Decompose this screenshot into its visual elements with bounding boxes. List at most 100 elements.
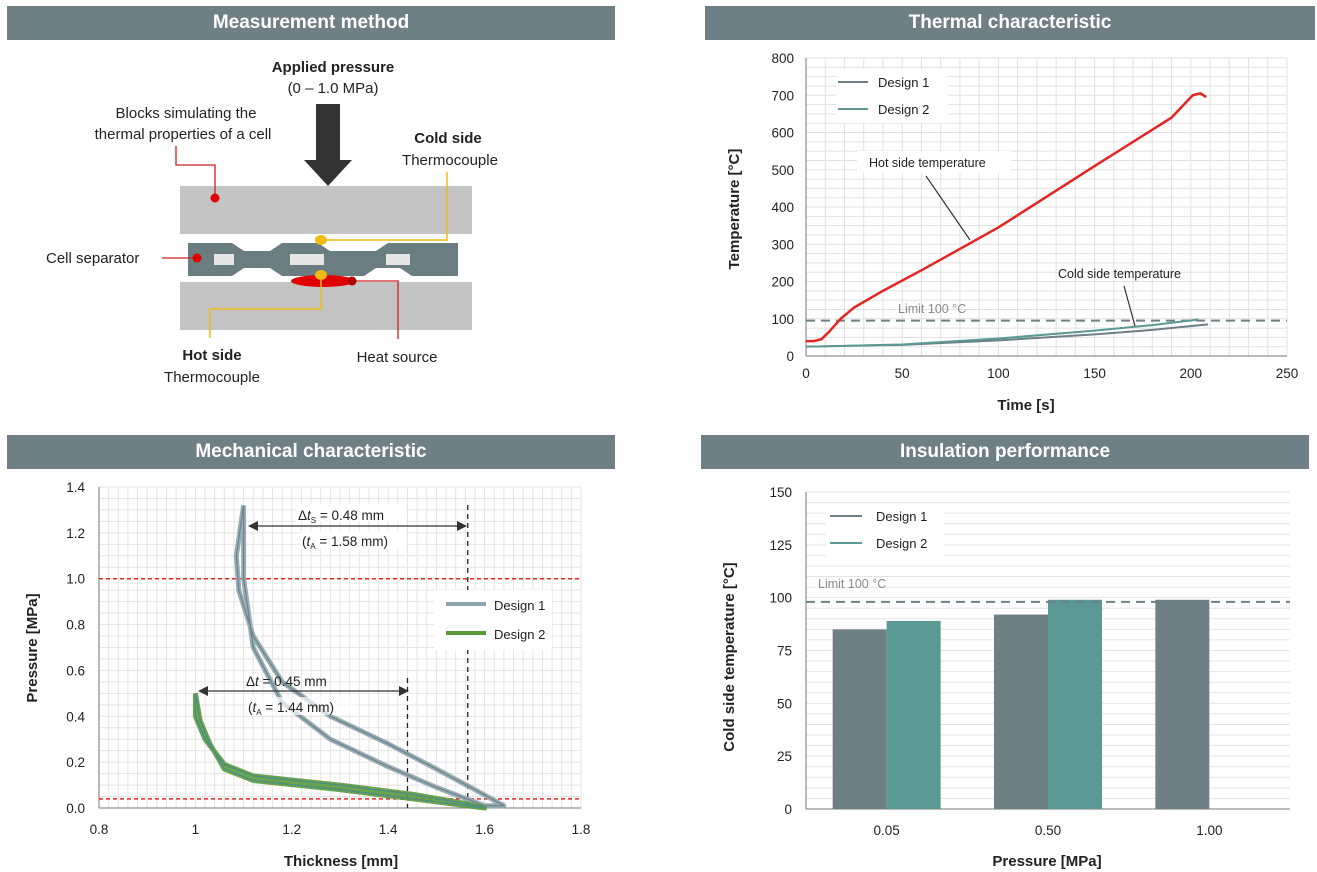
thermal-xtick-label: 100 bbox=[987, 366, 1010, 381]
mechanical-xlabel: Thickness [mm] bbox=[284, 853, 398, 870]
pressure-range-label: (0 – 1.0 MPa) bbox=[288, 80, 379, 97]
thermal-ytick-label: 100 bbox=[771, 312, 794, 327]
separator-channel-2 bbox=[290, 254, 324, 265]
thermal-ytick-label: 200 bbox=[771, 275, 794, 290]
design2-bar bbox=[1048, 599, 1102, 809]
heat-source-label: Heat source bbox=[357, 349, 438, 366]
dt2-paren-bg bbox=[246, 697, 356, 715]
dt2-paren-t: t bbox=[253, 700, 258, 715]
mechanical-legend-box bbox=[434, 590, 552, 650]
cold-side-sub-label: Thermocouple bbox=[402, 152, 498, 169]
heat-source-shape bbox=[291, 275, 355, 287]
separator-channel-1 bbox=[214, 254, 234, 265]
thermal-legend-label-2: Design 2 bbox=[878, 102, 929, 117]
insulation-ytick-label: 125 bbox=[769, 538, 792, 553]
thermal-series-line bbox=[805, 318, 1199, 348]
dt1-paren-open: ( bbox=[302, 534, 307, 549]
thermal-series bbox=[805, 92, 1287, 348]
insulation-legend-label-1: Design 1 bbox=[876, 509, 927, 524]
design2-bar bbox=[886, 620, 941, 809]
thermal-xtick-label: 150 bbox=[1083, 366, 1106, 381]
applied-pressure-arrow-icon bbox=[304, 104, 352, 186]
dt1-label-bg bbox=[296, 504, 406, 522]
mechanical-grid bbox=[98, 486, 582, 809]
insulation-ticks: 0 25 50 75 100 125 150 0.05 0.50 1.00 bbox=[769, 485, 1222, 838]
cold-thermocouple-dot bbox=[315, 235, 327, 245]
thermal-xtick-label: 50 bbox=[895, 366, 910, 381]
mechanical-ytick-label: 1.4 bbox=[66, 480, 85, 495]
mechanical-header: Mechanical characteristic bbox=[7, 435, 615, 469]
dt2-arrow-left-icon bbox=[198, 686, 208, 696]
mechanical-ytick-label: 0.6 bbox=[66, 663, 85, 678]
dt2-arrow-right-icon bbox=[399, 686, 409, 696]
insulation-ytick-label: 75 bbox=[777, 644, 792, 659]
mechanical-ytick-label: 0.0 bbox=[66, 801, 85, 816]
thermal-xtick-label: 200 bbox=[1180, 366, 1203, 381]
separator-marker bbox=[192, 253, 202, 263]
heat-source-leader bbox=[352, 280, 399, 339]
dt2-paren-value: = 1.44 mm) bbox=[262, 700, 334, 715]
blocks-leader bbox=[175, 146, 216, 198]
insulation-ytick-label: 150 bbox=[769, 485, 792, 500]
mechanical-xtick-label: 1.6 bbox=[475, 822, 494, 837]
thermal-ytick-label: 500 bbox=[771, 163, 794, 178]
thermal-ylabel: Temperature [°C] bbox=[726, 149, 743, 270]
thermal-header: Thermal characteristic bbox=[705, 6, 1315, 40]
insulation-ytick-label: 0 bbox=[784, 802, 792, 817]
cell-separator-label: Cell separator bbox=[46, 250, 139, 267]
blocks-label-line1: Blocks simulating the bbox=[116, 105, 257, 122]
lower-block bbox=[180, 282, 472, 330]
insulation-title: Insulation performance bbox=[899, 441, 1111, 462]
design1-bar bbox=[1155, 599, 1210, 809]
dt1-sub: S bbox=[311, 516, 316, 525]
dt1-value: = 0.48 mm bbox=[316, 508, 384, 523]
insulation-category-label: 0.50 bbox=[1035, 823, 1061, 838]
mechanical-xtick-label: 1 bbox=[192, 822, 200, 837]
cold-annotation: Cold side temperature bbox=[1058, 267, 1181, 281]
mechanical-ytick-label: 0.4 bbox=[66, 709, 85, 724]
blocks-marker bbox=[210, 193, 220, 203]
dt1-paren-label: (tA = 1.58 mm) bbox=[302, 534, 388, 551]
insulation-xlabel: Pressure [MPa] bbox=[992, 853, 1101, 870]
mechanical-ytick-label: 0.8 bbox=[66, 618, 85, 633]
thermal-ticks: 0 50 100 150 200 250 0 100 200 300 400 500 600 700 800 bbox=[771, 51, 1298, 381]
measurement-title: Measurement method bbox=[212, 12, 410, 33]
mechanical-series bbox=[99, 504, 581, 811]
dt2-delta: Δ bbox=[246, 674, 255, 689]
dt1-label: ΔtS = 0.48 mm bbox=[298, 508, 384, 525]
applied-pressure-label: Applied pressure bbox=[272, 59, 395, 76]
dt2-t: t bbox=[255, 674, 260, 689]
heat-source-marker bbox=[347, 276, 357, 286]
hot-annotation-bg bbox=[857, 151, 1011, 173]
cold-side-label: Cold side bbox=[414, 130, 482, 147]
hot-thermocouple-leader bbox=[209, 280, 322, 338]
insulation-bars bbox=[806, 599, 1290, 809]
dt1-paren-sub: A bbox=[310, 542, 316, 551]
mechanical-ytick-label: 1.0 bbox=[66, 572, 85, 587]
design2-curve-edge bbox=[194, 693, 486, 809]
thermal-grid bbox=[805, 57, 1288, 357]
dt1-paren-bg bbox=[300, 531, 406, 549]
mechanical-title: Mechanical characteristic bbox=[195, 441, 427, 462]
dt1-paren-value: = 1.58 mm) bbox=[316, 534, 388, 549]
cold-thermocouple-leader bbox=[327, 172, 448, 241]
mechanical-ylabel: Pressure [MPa] bbox=[24, 593, 41, 702]
mechanical-xtick-label: 1.4 bbox=[379, 822, 398, 837]
dt1-arrow-left-icon bbox=[248, 521, 258, 531]
mechanical-legend-label-1: Design 1 bbox=[494, 598, 545, 613]
insulation-header: Insulation performance bbox=[701, 435, 1309, 469]
thermal-legend-label-1: Design 1 bbox=[878, 75, 929, 90]
blocks-label-line2: thermal properties of a cell bbox=[95, 126, 272, 143]
dt2-label: Δt = 0.45 mm bbox=[246, 674, 327, 689]
dt2-value: = 0.45 mm bbox=[259, 674, 327, 689]
thermal-legend-box bbox=[836, 69, 948, 123]
insulation-ytick-label: 100 bbox=[769, 591, 792, 606]
dt2-paren-sub: A bbox=[256, 708, 262, 717]
dt1-delta: Δ bbox=[298, 508, 307, 523]
hot-side-label: Hot side bbox=[182, 347, 241, 364]
thermal-ytick-label: 0 bbox=[786, 349, 794, 364]
thermal-title: Thermal characteristic bbox=[908, 12, 1112, 33]
thermal-ytick-label: 600 bbox=[771, 126, 794, 141]
